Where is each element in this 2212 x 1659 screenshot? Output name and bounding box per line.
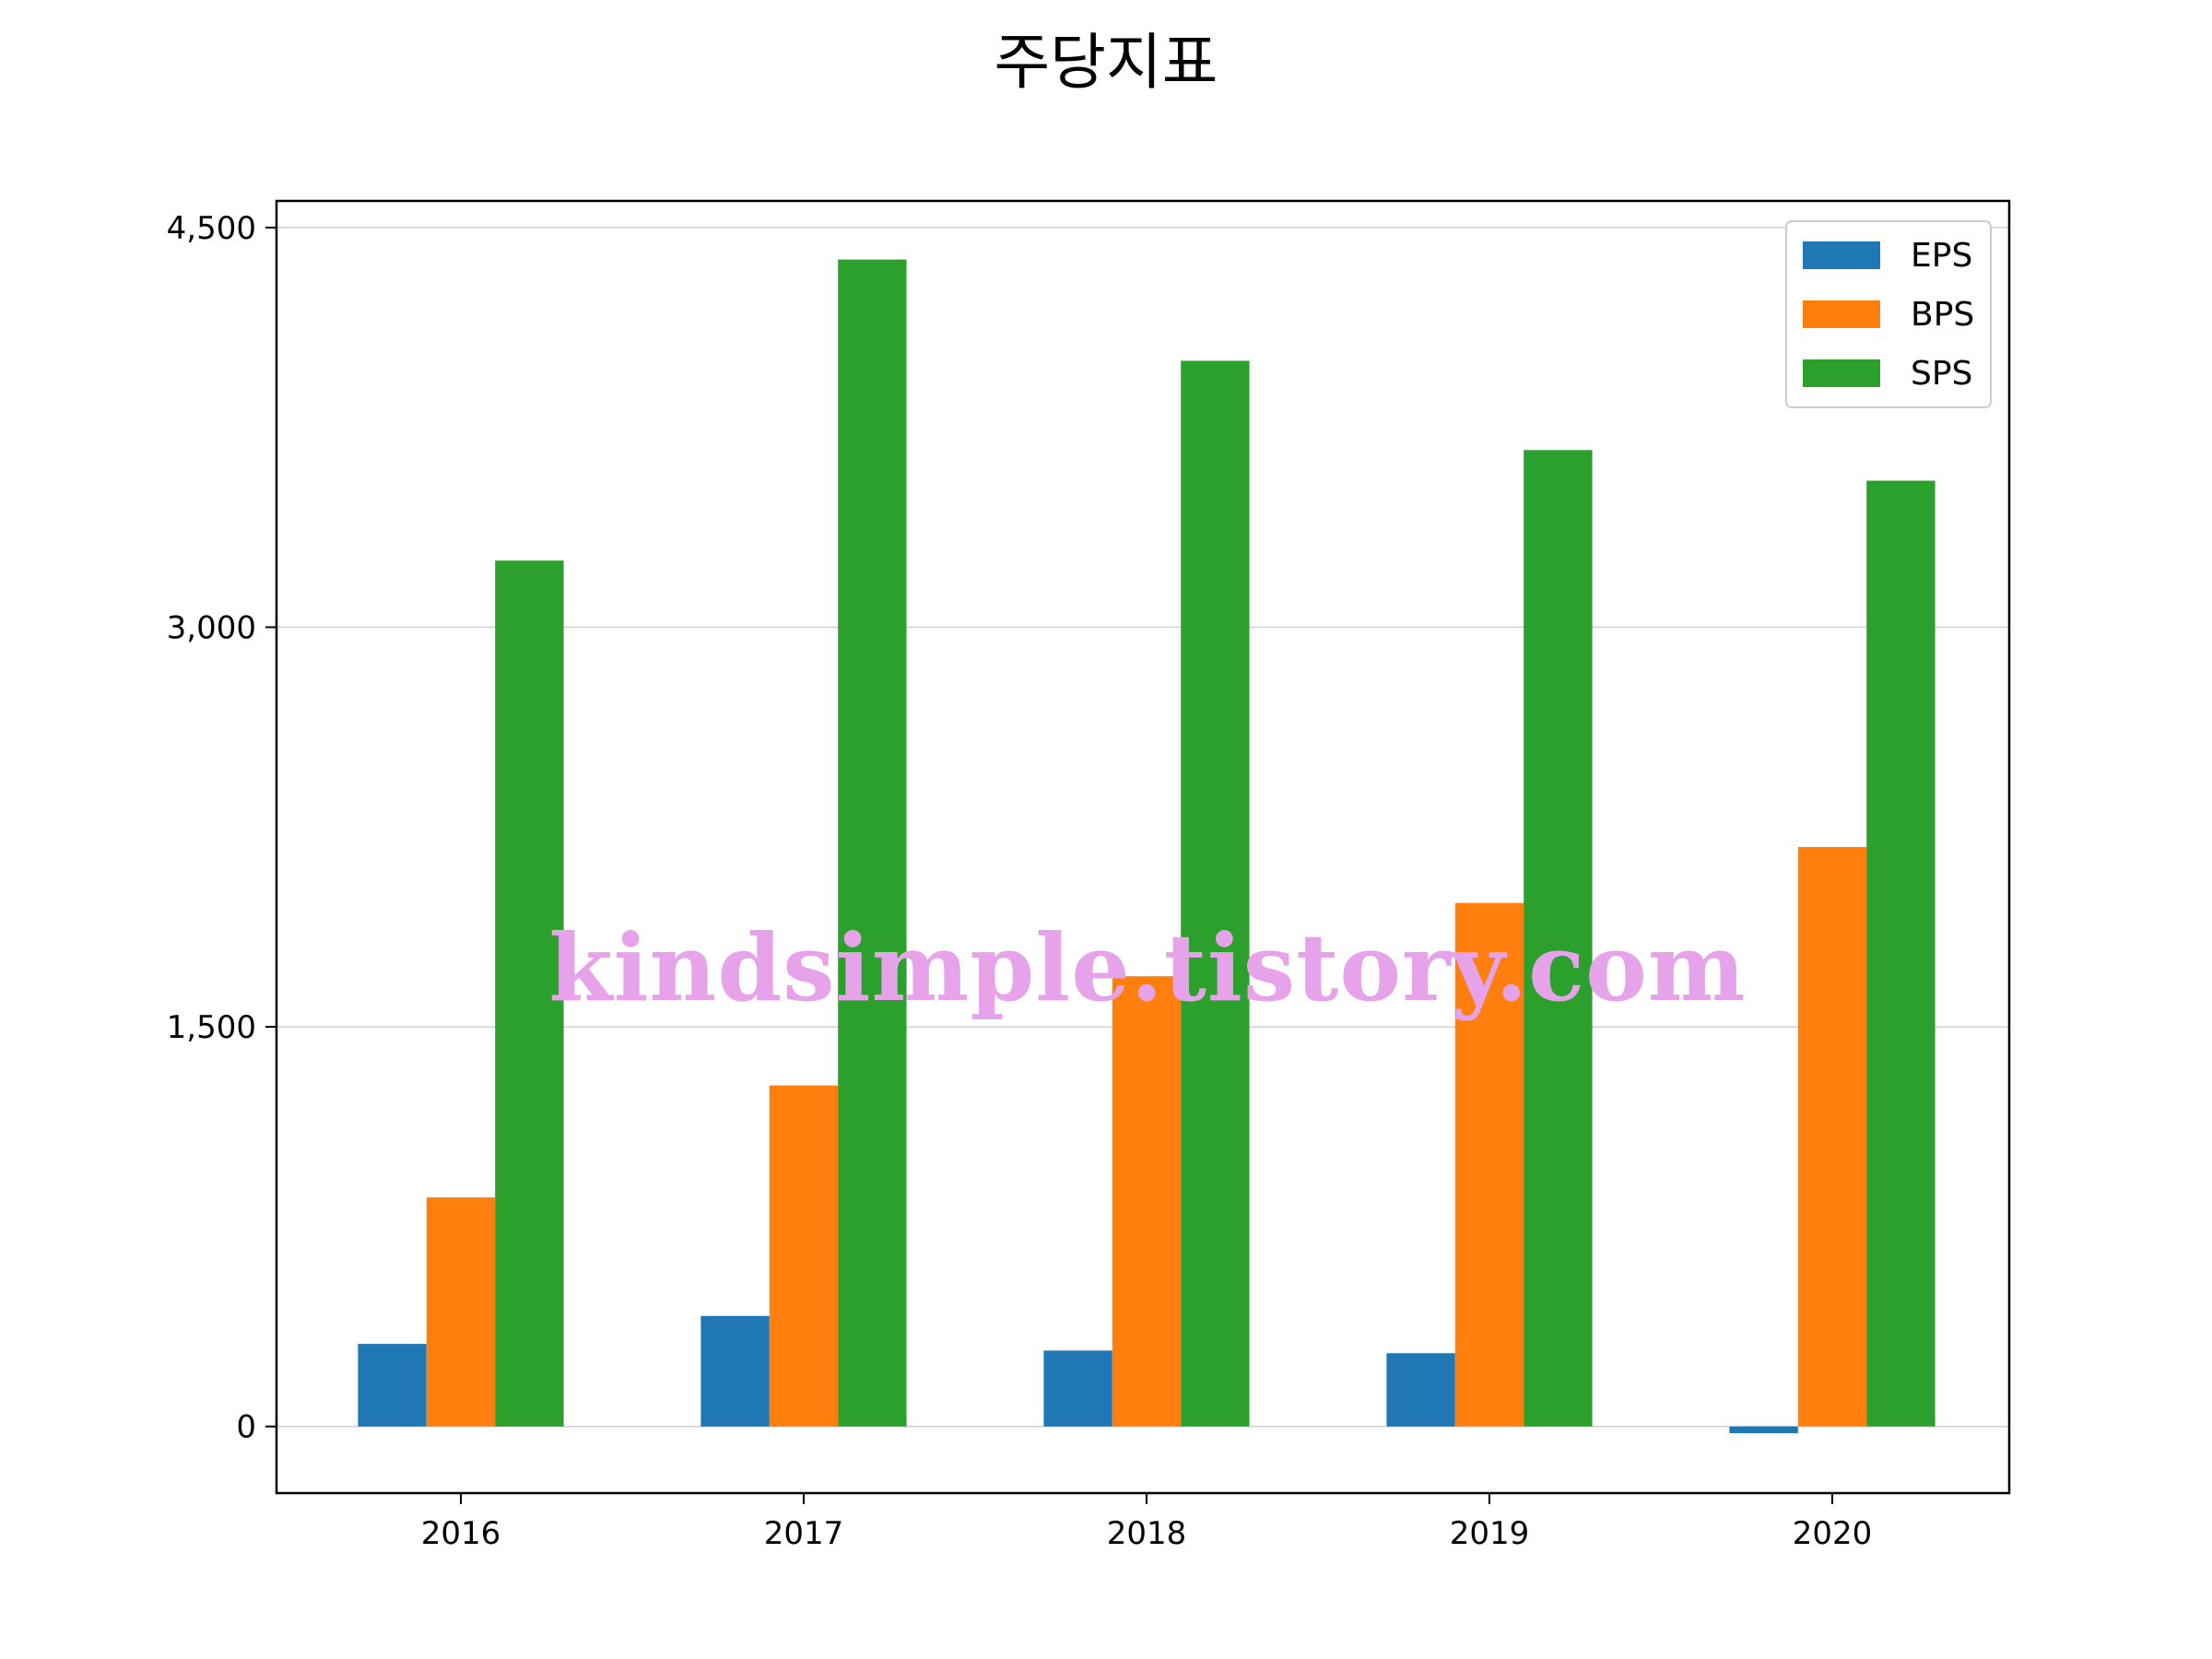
legend-label-eps: EPS bbox=[1911, 237, 1972, 275]
bar-eps-2020 bbox=[1729, 1426, 1798, 1433]
y-tick-label: 4,500 bbox=[167, 210, 256, 247]
y-tick-label: 3,000 bbox=[167, 610, 256, 647]
bar-sps-2018 bbox=[1181, 360, 1250, 1427]
y-axis: 0 1,500 3,000 4,500 bbox=[167, 210, 276, 1446]
y-tick-label: 1,500 bbox=[167, 1009, 256, 1046]
bar-sps-2019 bbox=[1524, 450, 1593, 1427]
chart-title: 주당지표 bbox=[994, 27, 1218, 98]
x-axis: 2016 2017 2018 2019 2020 bbox=[421, 1493, 1873, 1552]
bar-eps-2017 bbox=[700, 1315, 770, 1427]
legend: EPS BPS SPS bbox=[1785, 220, 1992, 408]
legend-label-sps: SPS bbox=[1911, 355, 1972, 393]
plot-frame bbox=[275, 199, 2011, 1495]
y-tick-label: 0 bbox=[236, 1409, 256, 1446]
legend-swatch-sps bbox=[1803, 359, 1880, 387]
watermark: kindsimple.tistory.com bbox=[548, 913, 1746, 1022]
bar-eps-2016 bbox=[358, 1344, 427, 1427]
bar-bps-2017 bbox=[769, 1085, 839, 1427]
legend-swatch-eps bbox=[1803, 241, 1880, 269]
bar-sps-2020 bbox=[1866, 480, 1936, 1427]
x-tick-label: 2017 bbox=[764, 1515, 844, 1552]
x-tick-label: 2020 bbox=[1793, 1515, 1873, 1552]
bars bbox=[358, 259, 1936, 1433]
x-tick-label: 2019 bbox=[1450, 1515, 1530, 1552]
bar-bps-2019 bbox=[1454, 902, 1524, 1427]
bar-sps-2016 bbox=[495, 560, 564, 1427]
x-tick-label: 2018 bbox=[1107, 1515, 1187, 1552]
bar-bps-2020 bbox=[1797, 847, 1867, 1427]
bar-bps-2016 bbox=[426, 1197, 496, 1427]
legend-label-bps: BPS bbox=[1911, 296, 1974, 334]
bar-sps-2017 bbox=[838, 259, 907, 1427]
legend-swatch-bps bbox=[1803, 300, 1880, 328]
x-tick-label: 2016 bbox=[421, 1515, 501, 1552]
bar-eps-2018 bbox=[1043, 1350, 1112, 1427]
bar-bps-2018 bbox=[1112, 976, 1182, 1427]
bar-eps-2019 bbox=[1386, 1353, 1455, 1427]
